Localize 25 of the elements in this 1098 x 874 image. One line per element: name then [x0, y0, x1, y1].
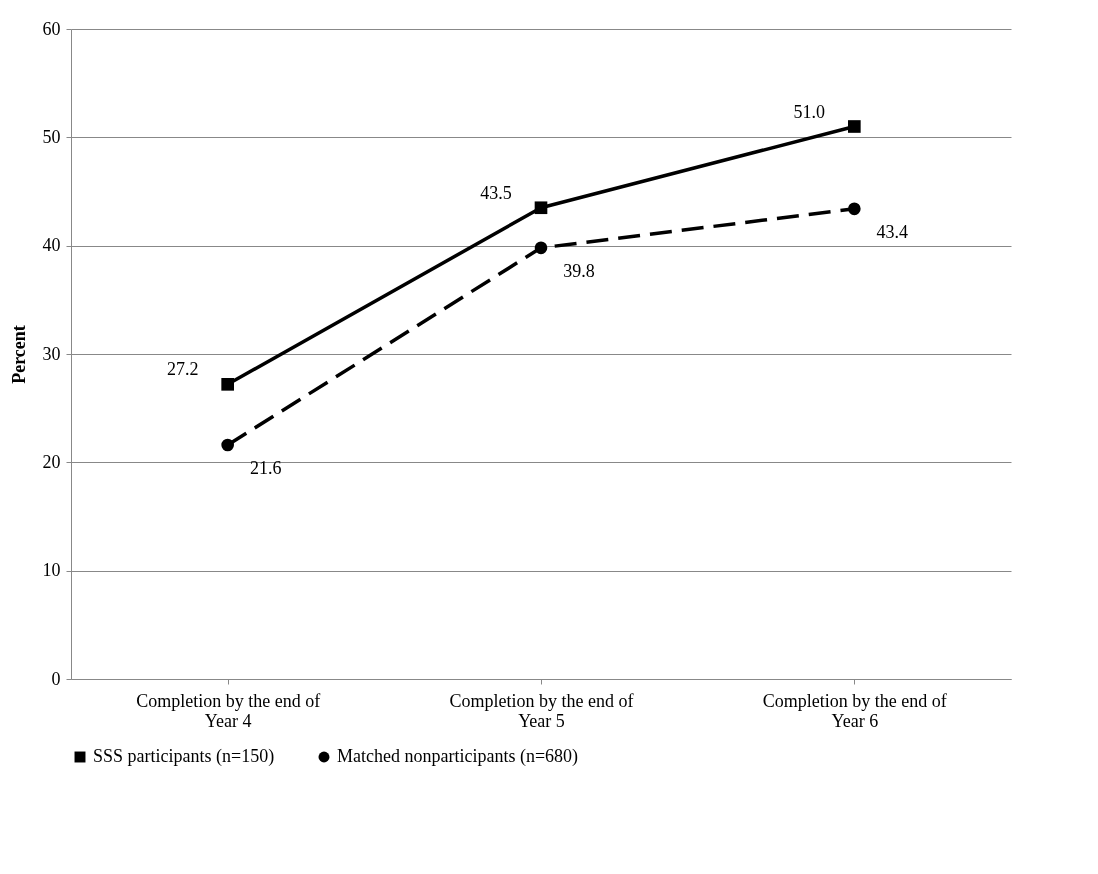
x-tick-label: Completion by the end of Year 6 [762, 690, 947, 731]
data-label: 43.5 [480, 182, 512, 203]
data-label: 51.0 [793, 101, 826, 122]
point [848, 120, 861, 133]
x-tick-label: Completion by the end of Year 4 [136, 690, 321, 731]
y-tick-label: 30 [42, 343, 61, 364]
y-tick-label: 60 [42, 18, 61, 39]
y-tick-label: 20 [42, 451, 61, 472]
point [848, 202, 861, 216]
point [534, 201, 548, 215]
legend-label: SSS participants (n=150) [93, 746, 275, 767]
data-label: 43.4 [876, 221, 909, 242]
x-tick-label: Completion by the end of Year 5 [449, 690, 634, 731]
y-tick-label: 40 [42, 235, 61, 256]
legend-label: Matched nonparticipants (n=680) [337, 746, 579, 767]
point [534, 241, 548, 255]
y-tick-label: 10 [42, 560, 61, 581]
point [221, 378, 234, 391]
data-label: 21.6 [249, 458, 282, 478]
y-tick-label: 50 [42, 126, 61, 147]
data-label: 27.2 [166, 359, 199, 380]
y-axis-title: Percent [8, 325, 29, 384]
data-label: 39.8 [563, 260, 595, 281]
point [221, 438, 234, 452]
y-tick-label: 0 [51, 668, 61, 689]
